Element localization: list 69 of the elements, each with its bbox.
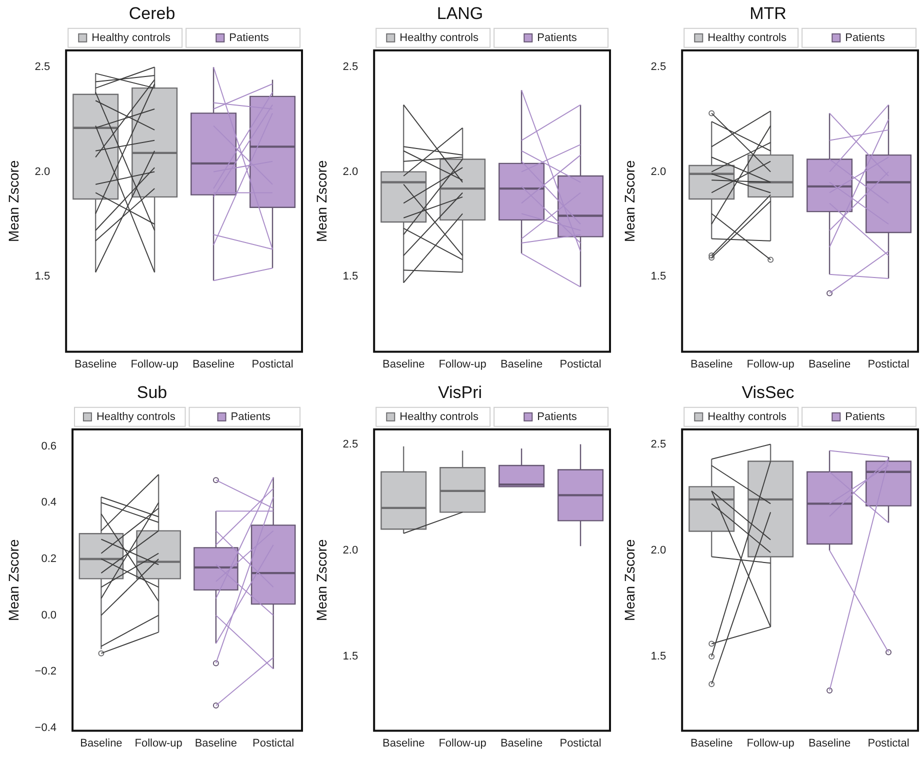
- legend-label: Healthy controls: [96, 410, 176, 423]
- y-tick-label: 2.5: [342, 438, 358, 450]
- y-tick-label: 2.5: [650, 438, 666, 450]
- x-tick-label: Follow-up: [438, 737, 486, 750]
- x-tick-label: Follow-up: [746, 737, 794, 750]
- y-tick-label: 2.0: [650, 166, 666, 178]
- chart-title: Sub: [136, 382, 168, 402]
- chart-title: Cereb: [128, 4, 176, 23]
- x-tick-label: Baseline: [194, 737, 238, 750]
- y-tick-label: 0.6: [41, 440, 57, 452]
- legend-label: Healthy controls: [400, 32, 479, 44]
- y-tick-label: 2.0: [342, 166, 358, 178]
- y-axis-title: Mean Zscore: [5, 160, 22, 242]
- x-tick-label: Baseline: [808, 358, 851, 370]
- x-tick-label: Postictal: [560, 358, 602, 370]
- legend-label: Patients: [537, 32, 578, 44]
- y-axis-title: Mean Zscore: [313, 539, 330, 621]
- legend-label: Patients: [845, 410, 886, 423]
- chart-title: LANG: [436, 4, 484, 23]
- y-axis-title: Mean Zscore: [5, 539, 22, 621]
- y-axis-title: Mean Zscore: [621, 160, 638, 242]
- y-tick-label: 1.5: [34, 270, 50, 282]
- y-tick-label: 2.0: [342, 544, 358, 556]
- x-tick-label: Postictal: [868, 737, 910, 750]
- y-tick-label: 2.0: [34, 166, 50, 178]
- x-tick-label: Baseline: [382, 358, 425, 370]
- y-tick-label: 2.5: [342, 61, 358, 74]
- chart-title: VisSec: [742, 382, 795, 402]
- y-tick-label: 1.5: [342, 270, 358, 282]
- x-tick-label: Baseline: [382, 737, 425, 750]
- legend-label: Patients: [845, 32, 886, 44]
- y-tick-label: 2.0: [650, 544, 666, 556]
- x-tick-label: Baseline: [80, 737, 122, 750]
- x-tick-label: Baseline: [690, 737, 733, 750]
- y-tick-label: 1.5: [650, 650, 666, 663]
- legend-label: Healthy controls: [92, 32, 171, 44]
- legend-label: Healthy controls: [708, 32, 787, 44]
- x-tick-label: Baseline: [500, 737, 543, 750]
- y-tick-label: 0.2: [41, 553, 57, 566]
- x-tick-label: Baseline: [192, 358, 235, 370]
- x-tick-label: Baseline: [500, 358, 543, 370]
- x-tick-label: Postictal: [560, 737, 602, 750]
- y-axis-title: Mean Zscore: [621, 539, 638, 621]
- x-tick-label: Postictal: [868, 358, 910, 370]
- y-tick-label: 2.5: [650, 61, 666, 74]
- x-tick-label: Postictal: [252, 737, 294, 750]
- y-tick-label: 2.5: [34, 61, 50, 74]
- y-tick-label: 0.4: [41, 496, 57, 509]
- x-tick-label: Baseline: [74, 358, 117, 370]
- y-tick-label: 1.5: [650, 270, 666, 282]
- legend-label: Healthy controls: [400, 410, 479, 423]
- y-tick-label: −0.2: [34, 666, 57, 678]
- legend-label: Healthy controls: [708, 410, 787, 423]
- x-tick-label: Follow-up: [438, 358, 486, 370]
- x-tick-label: Follow-up: [746, 358, 794, 370]
- legend-label: Patients: [229, 32, 270, 44]
- chart-title: VisPri: [438, 382, 482, 402]
- y-axis-title: Mean Zscore: [313, 160, 330, 242]
- x-tick-label: Baseline: [808, 737, 851, 750]
- y-tick-label: 0.0: [41, 609, 57, 622]
- x-tick-label: Postictal: [252, 358, 294, 370]
- x-tick-label: Baseline: [690, 358, 733, 370]
- x-tick-label: Follow-up: [134, 737, 182, 750]
- legend-label: Patients: [230, 410, 271, 423]
- legend-label: Patients: [537, 410, 578, 423]
- y-tick-label: 1.5: [342, 650, 358, 663]
- chart-title: MTR: [750, 4, 786, 23]
- y-tick-label: −0.4: [34, 722, 57, 734]
- x-tick-label: Follow-up: [130, 358, 178, 370]
